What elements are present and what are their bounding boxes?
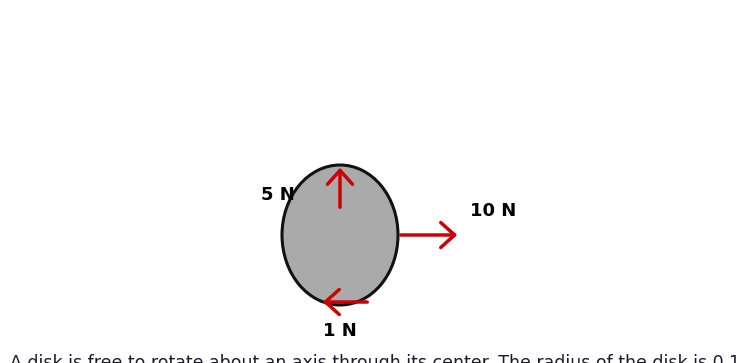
Text: A disk is free to rotate about an axis through its center. The radius of the dis: A disk is free to rotate about an axis t…: [10, 354, 740, 363]
Text: 1 N: 1 N: [323, 322, 357, 340]
Text: 10 N: 10 N: [470, 202, 516, 220]
Text: 5 N: 5 N: [261, 186, 295, 204]
Ellipse shape: [282, 165, 398, 305]
